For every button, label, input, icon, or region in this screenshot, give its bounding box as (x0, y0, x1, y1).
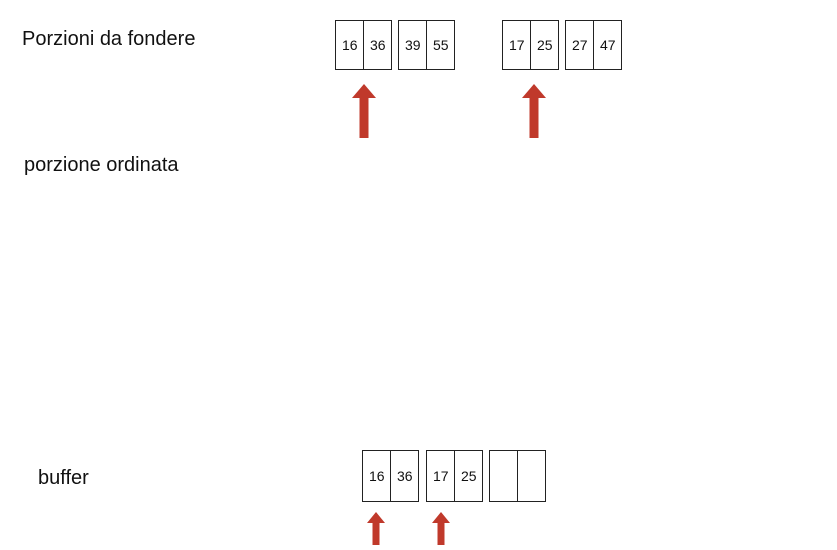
run-2-page-1-value-1: 17 (508, 37, 525, 53)
buffer-page-1: 16 36 (362, 450, 419, 502)
run-1-page-1-value-2: 36 (363, 21, 391, 69)
run-2-page-2: 27 47 (565, 20, 622, 70)
run-2-page-1: 17 25 (502, 20, 559, 70)
run-1-page-1-value-1: 16 (341, 37, 358, 53)
buffer-page-2: 17 25 (426, 450, 483, 502)
run-1-page-2-value-2: 55 (426, 21, 454, 69)
sorted-run-label: porzione ordinata (24, 154, 179, 176)
buffer-page-3-value-2 (517, 451, 545, 501)
up-arrow-icon (352, 84, 376, 138)
run-2-page-2-value-1: 27 (571, 37, 588, 53)
buffer-label: buffer (38, 467, 89, 489)
buffer-page-1-value-1: 16 (368, 468, 385, 484)
run-1-page-2: 39 55 (398, 20, 455, 70)
buffer-page-2-value-1: 17 (432, 468, 449, 484)
up-arrow-icon (432, 512, 450, 545)
run-2-page-1-value-2: 25 (530, 21, 558, 69)
up-arrow-icon (367, 512, 385, 545)
buffer-page-1-value-2: 36 (390, 451, 418, 501)
run-1-page-2-value-1: 39 (404, 37, 421, 53)
up-arrow-icon (522, 84, 546, 138)
buffer-page-2-value-2: 25 (454, 451, 482, 501)
buffer-page-3-value-1 (490, 451, 517, 501)
runs-to-merge-label: Porzioni da fondere (22, 28, 196, 50)
buffer-page-3 (489, 450, 546, 502)
run-2-page-2-value-2: 47 (593, 21, 621, 69)
run-1-page-1: 16 36 (335, 20, 392, 70)
